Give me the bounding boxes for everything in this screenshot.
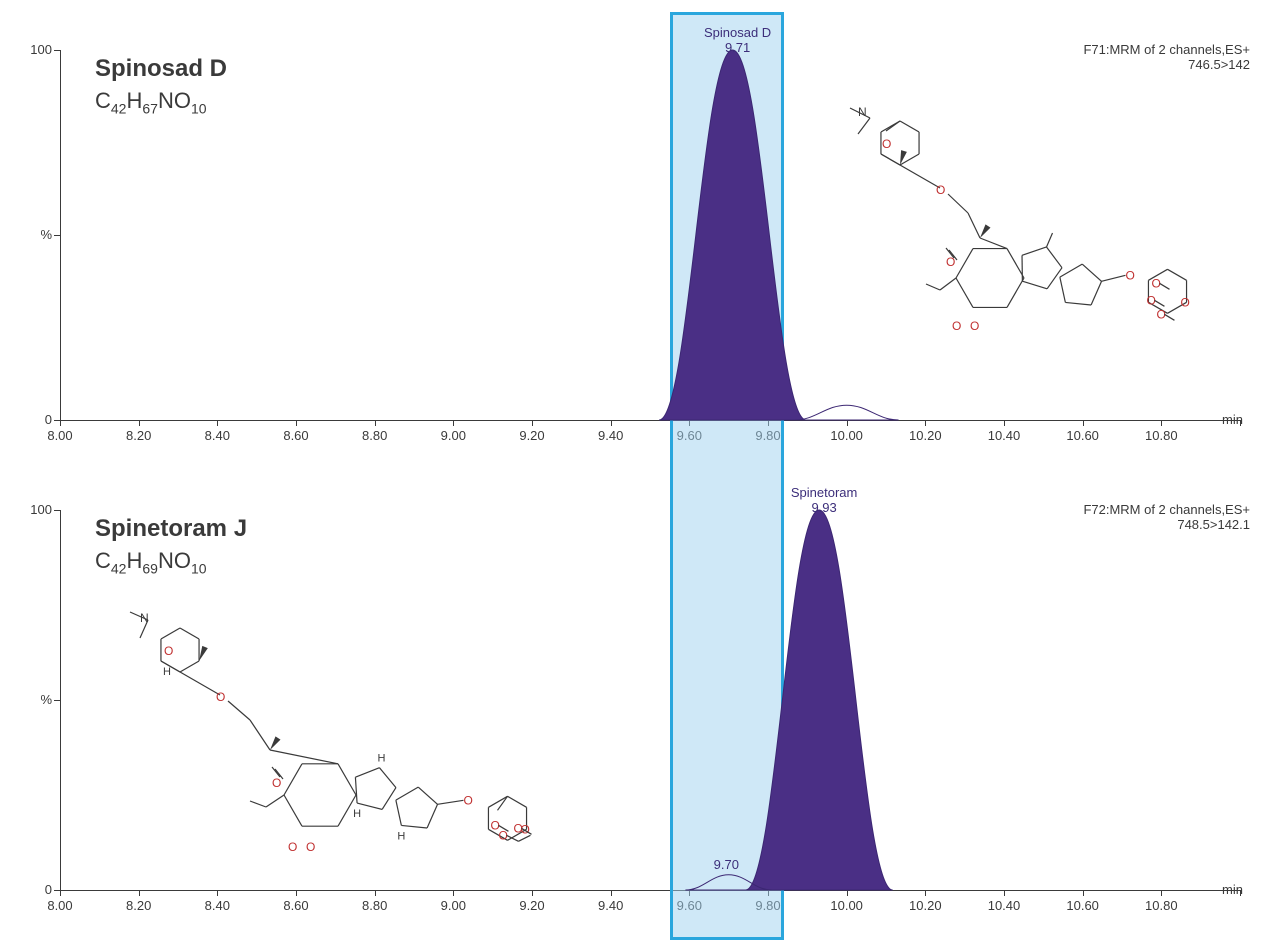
svg-text:H: H <box>397 830 405 842</box>
minor-peak-label: 9.70 <box>714 857 739 872</box>
svg-text:O: O <box>216 690 225 704</box>
svg-text:H: H <box>377 753 385 765</box>
molecular-formula: C42H67NO10 <box>95 88 207 116</box>
chromatogram-panel-bottom: 0100%8.008.208.408.608.809.009.209.409.6… <box>20 480 1260 920</box>
peak-area <box>746 510 893 890</box>
svg-text:O: O <box>164 644 173 658</box>
svg-text:O: O <box>288 840 297 854</box>
chemical-structure-spinosad: ONOOOOOOOOO <box>810 98 1250 408</box>
mrm-channel-label: F71:MRM of 2 channels,ES+746.5>142 <box>1083 42 1250 72</box>
svg-text:O: O <box>272 776 281 790</box>
svg-text:O: O <box>1146 293 1155 307</box>
svg-text:H: H <box>163 666 171 678</box>
peak-label: Spinetoram9.93 <box>784 485 864 515</box>
chemical-structure-spinetoram: ONHOOOOHHHOOOOO <box>110 600 670 900</box>
svg-text:O: O <box>1181 295 1190 309</box>
svg-text:O: O <box>306 840 315 854</box>
peak-label: Spinosad D9.71 <box>698 25 778 55</box>
peak-area <box>659 50 806 420</box>
chromatogram-panel-top: 0100%8.008.208.408.608.809.009.209.409.6… <box>20 20 1260 440</box>
compound-title: Spinosad D <box>95 55 227 83</box>
svg-text:O: O <box>952 319 961 333</box>
svg-text:O: O <box>1151 276 1160 290</box>
svg-text:H: H <box>353 808 361 820</box>
svg-text:O: O <box>1156 307 1165 321</box>
svg-text:O: O <box>970 319 979 333</box>
molecular-formula: C42H69NO10 <box>95 548 207 576</box>
compound-title: Spinetoram J <box>95 515 247 543</box>
svg-text:O: O <box>463 793 472 807</box>
svg-text:O: O <box>490 818 499 832</box>
svg-text:O: O <box>513 821 522 835</box>
svg-text:O: O <box>936 183 945 197</box>
mrm-channel-label: F72:MRM of 2 channels,ES+748.5>142.1 <box>1083 502 1250 532</box>
svg-text:O: O <box>882 137 891 151</box>
svg-text:O: O <box>1125 268 1134 282</box>
